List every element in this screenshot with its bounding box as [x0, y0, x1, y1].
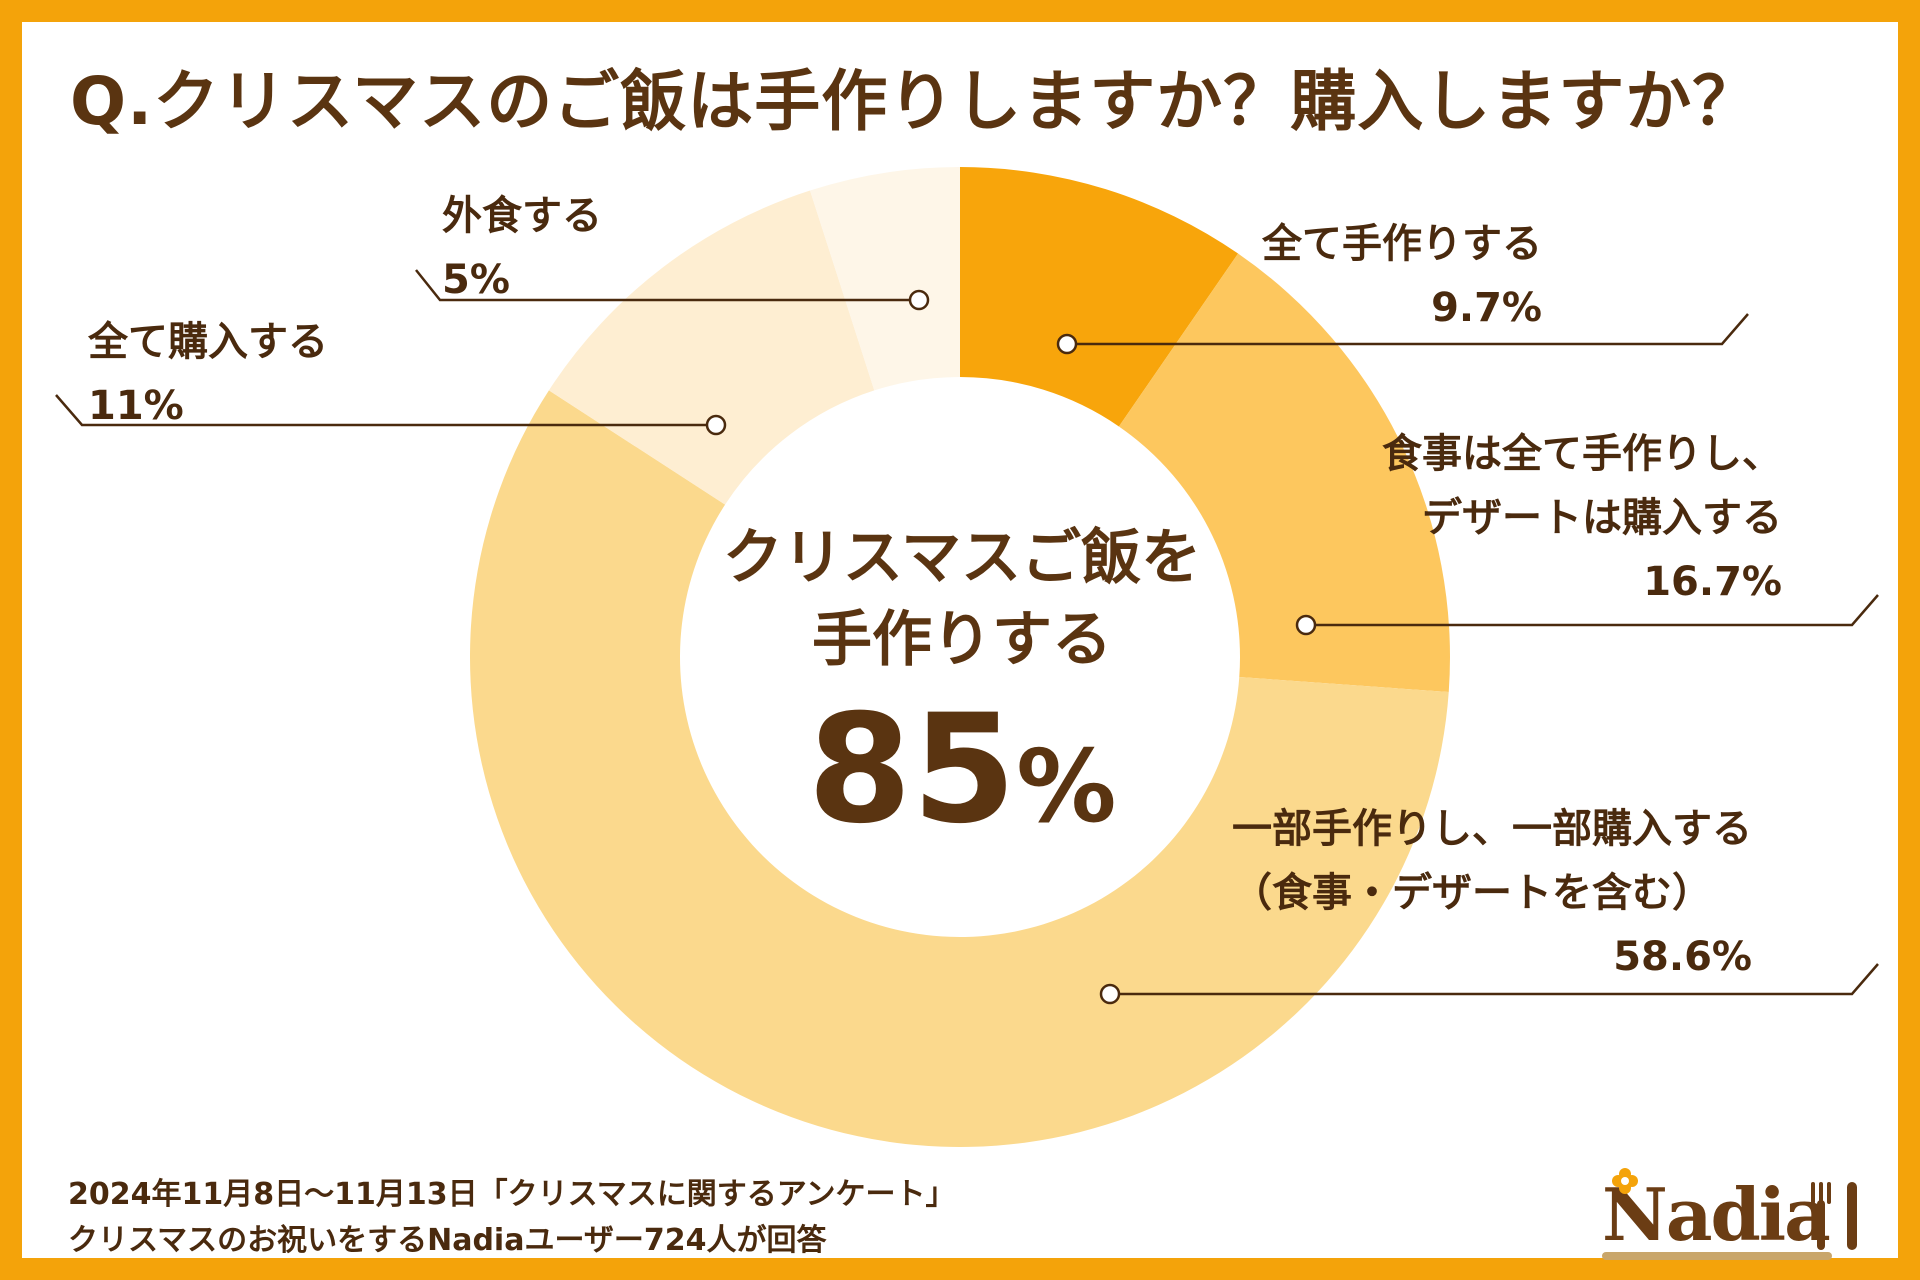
slice-value-label: 11% — [88, 383, 184, 429]
leader-line — [1110, 963, 1879, 996]
flower-icon — [1612, 1168, 1638, 1194]
nadia-logo: Nadia — [1602, 1168, 1882, 1262]
slice-value-label: 16.7% — [1643, 559, 1782, 605]
donut-chart — [55, 167, 1879, 1147]
leader-dot — [908, 289, 930, 311]
slice-label-text-line2: （食事・デザートを含む） — [1232, 870, 1712, 916]
slice-meal-handmade-dessert-bought — [1118, 253, 1450, 693]
slice-label-text: 外食する — [442, 193, 602, 239]
slice-label-text-line1: 食事は全て手作りし、 — [1382, 431, 1782, 477]
center-percent-sign: % — [1016, 728, 1117, 845]
slice-label-meal-handmade-dessert-bought: 食事は全て手作りし、 デザートは購入する 16.7% — [1382, 422, 1782, 614]
slice-handmade-all — [960, 167, 1239, 427]
center-value: 85% — [662, 685, 1262, 872]
fork-knife-icon — [1811, 1182, 1857, 1250]
slice-label-bought-all: 全て購入する 11% — [88, 310, 328, 438]
center-line1: クリスマスご飯を — [722, 523, 1202, 593]
footnote-line1: 2024年11月8日〜11月13日「クリスマスに関するアンケート」 — [68, 1177, 956, 1212]
logo-wordmark: Nadia — [1602, 1172, 1831, 1257]
logo-underline — [1602, 1252, 1832, 1260]
slice-value-label: 58.6% — [1613, 934, 1752, 980]
slice-eat-out — [810, 167, 960, 391]
leader-dot — [705, 414, 727, 436]
footnote-line2: クリスマスのお祝いをするNadiaユーザー724人が回答 — [68, 1223, 827, 1258]
leader-line — [55, 394, 716, 427]
slice-label-eat-out: 外食する 5% — [442, 184, 602, 312]
donut-center-summary: クリスマスご飯を 手作りする 85% — [662, 517, 1262, 872]
slice-label-text-line2: デザートは購入する — [1422, 495, 1782, 541]
slice-label-text: 全て購入する — [88, 319, 328, 365]
chart-card: Q.クリスマスのご飯は手作りしますか？購入しますか？ 全て手作りする 9.7% … — [22, 22, 1898, 1260]
slice-label-handmade-all: 全て手作りする 9.7% — [1262, 212, 1542, 340]
slice-partly-handmade — [470, 390, 1449, 1147]
slice-label-text: 全て手作りする — [1262, 221, 1542, 267]
slice-value-label: 9.7% — [1431, 285, 1542, 331]
center-number: 85 — [807, 683, 1017, 857]
leader-line — [1067, 313, 1749, 346]
slice-label-text-line1: 一部手作りし、一部購入する — [1232, 806, 1752, 852]
slice-value-label: 5% — [442, 257, 510, 303]
leader-dot — [1295, 614, 1317, 636]
leader-line — [1306, 594, 1879, 627]
leader-dot — [1056, 333, 1078, 355]
leader-dot — [1099, 983, 1121, 1005]
slice-label-partly-handmade: 一部手作りし、一部購入する （食事・デザートを含む） 58.6% — [1232, 797, 1752, 989]
leader-line — [415, 269, 919, 302]
page-title: Q.クリスマスのご飯は手作りしますか？購入しますか？ — [70, 63, 1760, 140]
center-line2: 手作りする — [812, 605, 1112, 675]
survey-footnote: 2024年11月8日〜11月13日「クリスマスに関するアンケート」 クリスマスの… — [68, 1172, 956, 1264]
